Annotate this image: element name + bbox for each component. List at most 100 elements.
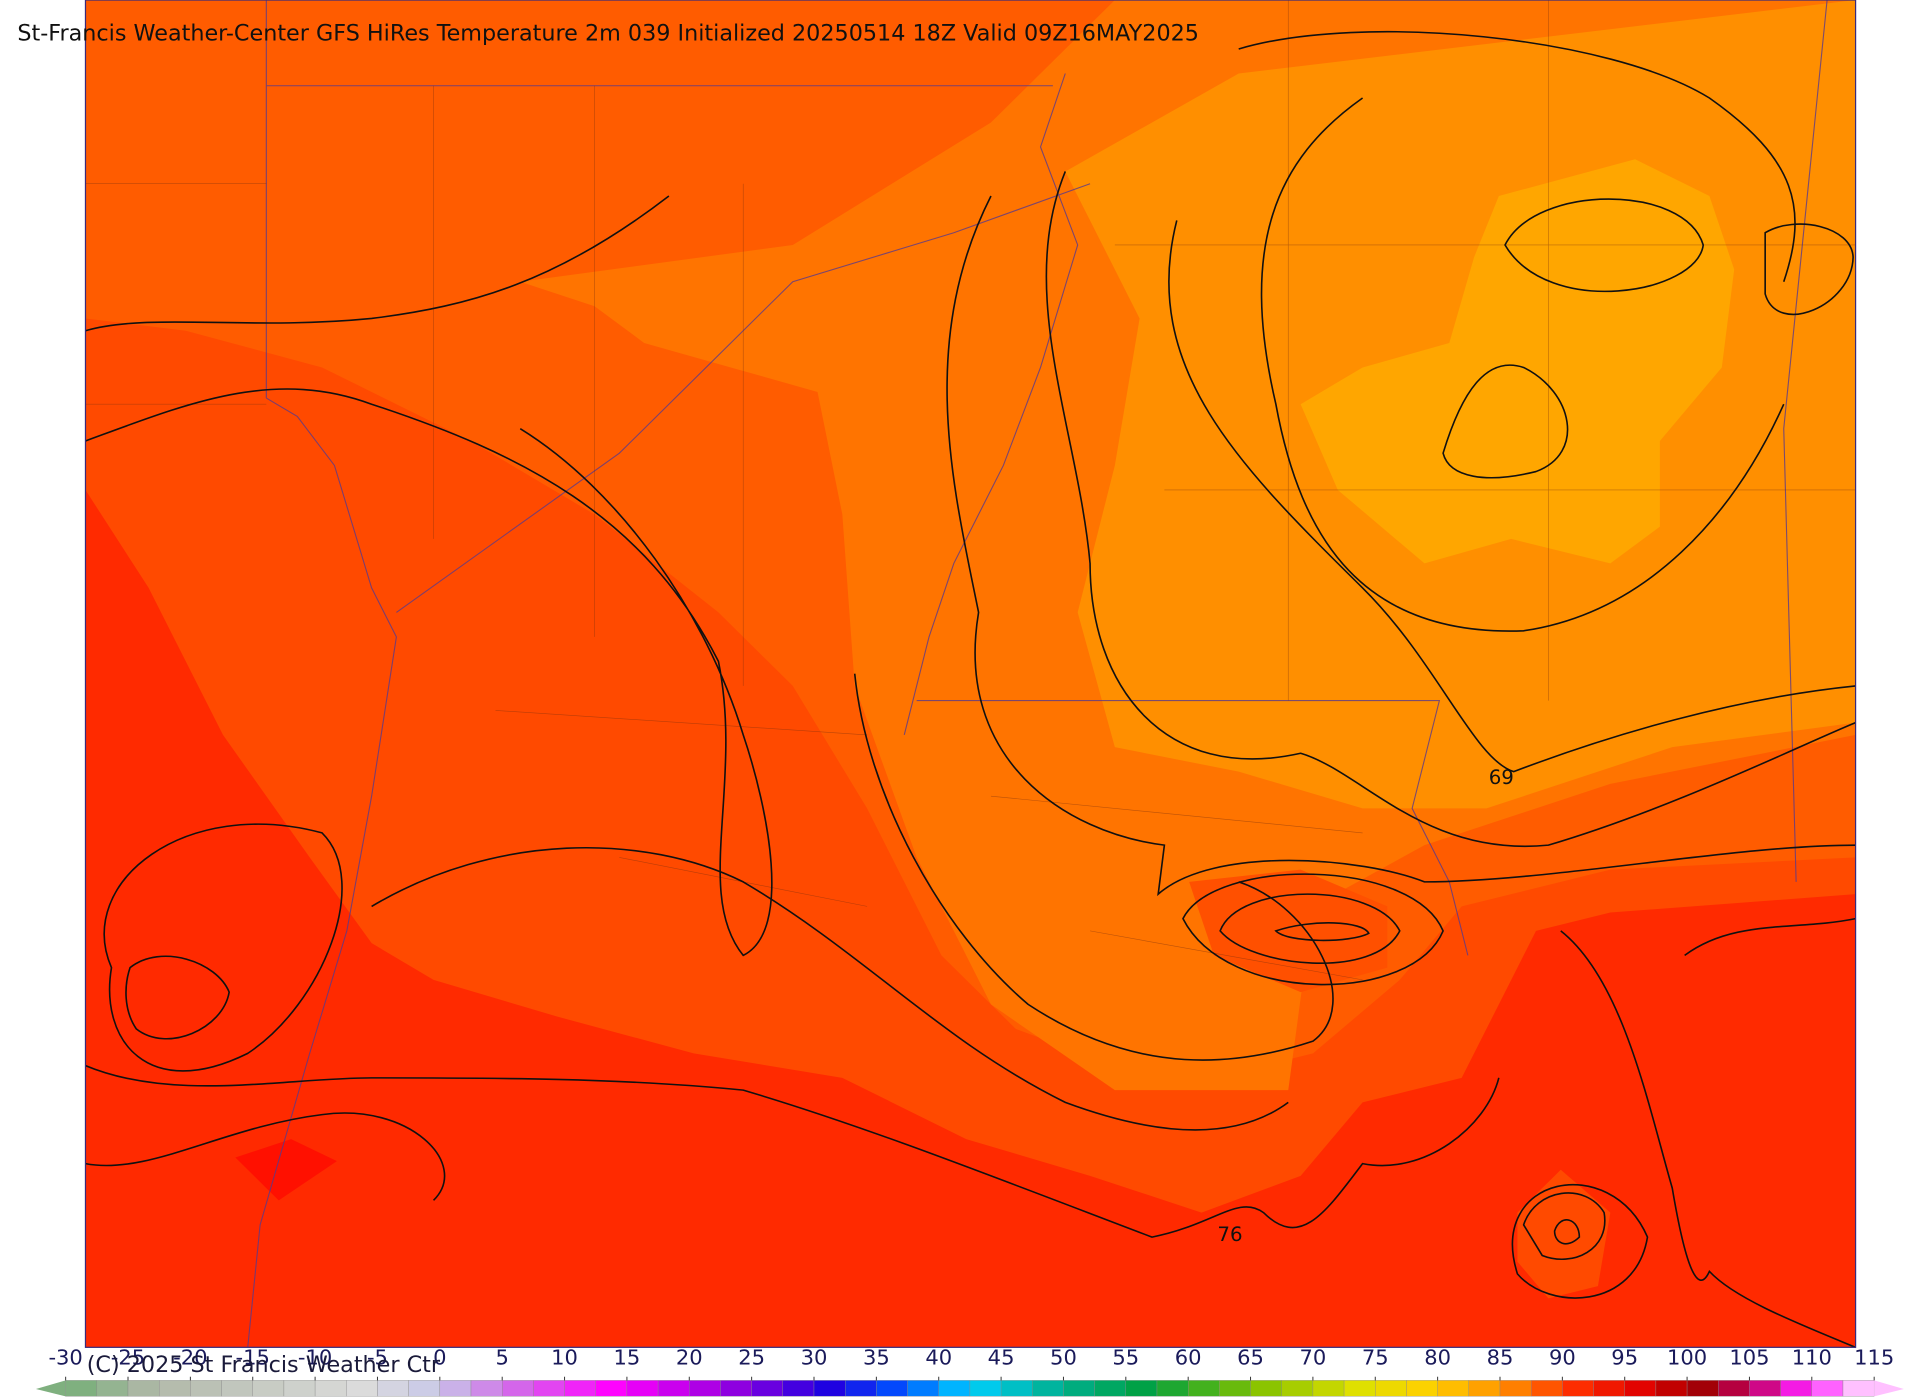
colorbar-swatch: [346, 1380, 378, 1397]
colorbar-swatch: [314, 1380, 347, 1397]
colorbar-tick-label: 70: [1300, 1346, 1327, 1370]
colorbar-swatch: [876, 1380, 908, 1397]
colorbar-swatch: [533, 1380, 565, 1397]
colorbar-tick-label: 95: [1611, 1346, 1638, 1370]
contour-line: [1504, 198, 1705, 293]
river: [396, 73, 1091, 736]
colorbar-tick-label: 80: [1424, 1346, 1451, 1370]
colorbar-swatch: [657, 1380, 690, 1397]
contour-label: 69: [1489, 766, 1514, 789]
contour-line: [1764, 223, 1854, 316]
colorbar-swatch: [1000, 1380, 1033, 1397]
colorbar-swatch: [595, 1380, 628, 1397]
colorbar-tick-label: 55: [1112, 1346, 1139, 1370]
colorbar-tick-label: -25: [111, 1346, 145, 1370]
colorbar-swatch: [127, 1380, 160, 1397]
colorbar-tick-label: -5: [367, 1346, 388, 1370]
contour-line: [946, 195, 1856, 897]
colorbar-swatch: [470, 1380, 503, 1397]
colorbar-tick-label: 105: [1729, 1346, 1769, 1370]
colorbar-swatch: [751, 1380, 784, 1397]
colorbar-swatch: [1156, 1380, 1189, 1397]
colorbar-tick-label: 85: [1487, 1346, 1514, 1370]
fill-zone: [1189, 869, 1388, 993]
colorbar-swatch: [1094, 1380, 1127, 1397]
colorbar-tick-label: 50: [1050, 1346, 1077, 1370]
colorbar-swatch: [1437, 1380, 1469, 1397]
temperature-field: [85, 0, 1856, 1348]
colorbar-tick-label: -10: [298, 1346, 332, 1370]
colorbar-swatch: [1281, 1380, 1314, 1397]
colorbar-swatch: [221, 1380, 253, 1397]
colorbar-tick-label: 25: [738, 1346, 765, 1370]
colorbar: -30 -25 -20 -15 -10 -5 0 5 10 15 20 25 30 35 40 45 50 55 6…: [35, 1346, 1904, 1397]
colorbar-swatch: [439, 1380, 472, 1397]
fill-zone: [235, 1139, 337, 1201]
colorbar-swatch: [1749, 1380, 1781, 1397]
contour-label: 76: [1217, 1223, 1242, 1246]
colorbar-tick-label: 10: [551, 1346, 578, 1370]
colorbar-swatch: [159, 1380, 191, 1397]
colorbar-swatch: [1718, 1380, 1750, 1397]
colorbar-swatch: [65, 1380, 98, 1397]
colorbar-swatch: [907, 1380, 939, 1397]
colorbar-swatch: [252, 1380, 285, 1397]
contour-line: [85, 195, 773, 957]
colorbar-swatch: [1250, 1380, 1282, 1397]
colorbar-swatch: [782, 1380, 815, 1397]
colorbar-swatch: [1499, 1380, 1532, 1397]
colorbar-swatch: [1686, 1380, 1719, 1397]
colorbar-tick-label: 15: [614, 1346, 641, 1370]
colorbar-tick-label: 65: [1237, 1346, 1264, 1370]
colorbar-tick-label: 90: [1549, 1346, 1576, 1370]
colorbar-arrow: [1874, 1380, 1904, 1397]
colorbar-tick-label: 45: [988, 1346, 1015, 1370]
colorbar-swatch: [1624, 1380, 1657, 1397]
colorbar-swatch: [377, 1380, 409, 1397]
copyright: (C) 2025 St Francis Weather Ctr: [87, 1352, 441, 1378]
colorbar-swatch: [1593, 1380, 1625, 1397]
colorbar-swatch: [1842, 1380, 1875, 1397]
contour-line: [1045, 171, 1856, 848]
contour-line: [1182, 873, 1444, 986]
colorbar-swatch: [720, 1380, 752, 1397]
contour-line: [1442, 364, 1569, 479]
contour-line: [1168, 220, 1856, 773]
contour-line: [1238, 30, 1796, 632]
colorbar-swatch: [502, 1380, 534, 1397]
colorbar-swatch: [844, 1380, 877, 1397]
colorbar-tick-label: 110: [1792, 1346, 1832, 1370]
colorbar-tick-label: 0: [433, 1346, 446, 1370]
colorbar-tick-label: -30: [48, 1346, 82, 1370]
colorbar-swatch: [626, 1380, 659, 1397]
contour-line: [1511, 1184, 1649, 1299]
colorbar-swatch: [1530, 1380, 1563, 1397]
colorbar-tick-label: 115: [1854, 1346, 1894, 1370]
contour-line: [103, 823, 343, 1072]
colorbar-swatch: [283, 1380, 316, 1397]
colorbar-tick-label: 60: [1175, 1346, 1202, 1370]
colorbar-arrow: [35, 1380, 66, 1397]
map-title: St-Francis Weather-Center GFS HiRes Temp…: [17, 21, 1199, 47]
colorbar-tick-label: 35: [863, 1346, 890, 1370]
colorbar-tick-label: 30: [801, 1346, 828, 1370]
contours: [85, 30, 1856, 1349]
colorbar-swatch: [689, 1380, 721, 1397]
colorbar-tick-label: 40: [925, 1346, 952, 1370]
colorbar-swatch: [1312, 1380, 1345, 1397]
colorbar-tick-label: -15: [236, 1346, 270, 1370]
colorbar-swatch: [1562, 1380, 1594, 1397]
contour-line: [85, 1064, 1500, 1238]
colorbar-tick-label: 20: [676, 1346, 703, 1370]
colorbar-swatch: [969, 1380, 1002, 1397]
colorbar-swatch: [1406, 1380, 1438, 1397]
colorbar-tick-label: 100: [1667, 1346, 1707, 1370]
colorbar-tick-label: -20: [173, 1346, 207, 1370]
map-frame: [84, 0, 1857, 1348]
colorbar-swatch: [564, 1380, 596, 1397]
colorbar-swatch: [1219, 1380, 1251, 1397]
political-borders: [85, 0, 1856, 1348]
colorbar-swatch: [1125, 1380, 1158, 1397]
